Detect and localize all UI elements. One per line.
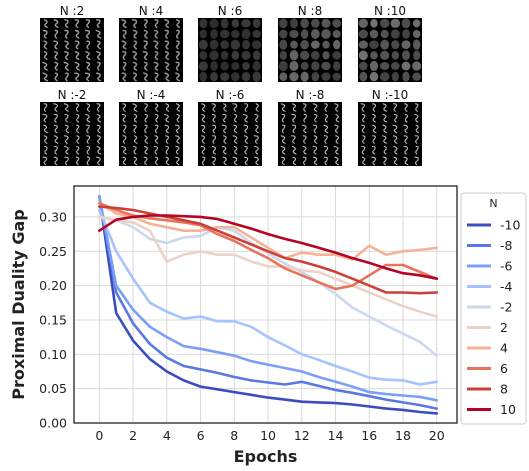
x-tick-label: 10 [260, 428, 276, 443]
y-tick-label: 0.20 [39, 278, 67, 293]
x-tick-label: 0 [95, 428, 103, 443]
legend-title: N [489, 197, 497, 210]
y-tick-label: 0.05 [39, 381, 67, 396]
thumbnail-label: N :-8 [295, 88, 325, 102]
y-tick-label: 0.10 [39, 347, 67, 362]
sample-thumbnail: N :8 [250, 4, 370, 82]
sample-thumbnail: N :-10 [330, 88, 450, 166]
legend-entry-label: -2 [500, 300, 512, 315]
series-line-4 [98, 201, 439, 261]
plot-area-frame [73, 185, 458, 424]
x-axis-title: Epochs [234, 447, 298, 466]
generated-digits-image [278, 18, 342, 82]
generated-digits-image [278, 102, 342, 166]
x-tick-label: 6 [197, 428, 205, 443]
x-tick-label: 16 [361, 428, 377, 443]
thumbnail-label: N :2 [59, 4, 85, 18]
sample-thumbnail: N :4 [91, 4, 211, 82]
thumbnail-label: N :-2 [57, 88, 87, 102]
grid-lines [74, 186, 457, 424]
legend-entry-label: -8 [500, 238, 513, 253]
series-line--8 [98, 194, 439, 410]
y-tick-label: 0.15 [39, 312, 67, 327]
x-tick-label: 20 [429, 428, 445, 443]
legend-entry-label: -4 [500, 279, 513, 294]
thumbnail-label: N :4 [138, 4, 164, 18]
sample-image-grid: N :2 N :4 N :6 N :8 N :10 N :-2 N :-4 N :-6 N :-… [0, 0, 529, 180]
legend: N -10 -8 -6 -4 -2 2 4 6 8 10 [460, 192, 527, 425]
thumbnail-label: N :8 [297, 4, 323, 18]
thumbnail-label: N :6 [217, 4, 243, 18]
legend-entry-label: -6 [500, 259, 513, 274]
x-tick-labels: 0 2 4 6 8 10 12 14 16 18 20 [95, 428, 444, 443]
series-line--10 [98, 194, 439, 415]
sample-thumbnail: N :10 [330, 4, 450, 82]
duality-gap-chart: 0 2 4 6 8 10 12 14 16 18 20 0.000.050.100.150.200.… [9, 185, 527, 466]
legend-entry-label: 2 [500, 320, 508, 335]
sample-thumbnail: N :-4 [91, 88, 211, 166]
thumbnail-label: N :-4 [136, 88, 166, 102]
generated-digits-image [119, 18, 183, 82]
series-line-2 [98, 215, 439, 318]
y-tick-label: 0.00 [39, 416, 67, 431]
thumbnail-label: N :-6 [215, 88, 245, 102]
legend-entry-label: 6 [500, 361, 508, 376]
legend-entry-label: -10 [500, 218, 520, 233]
y-tick-label: 0.30 [39, 209, 67, 224]
legend-entry-label: 10 [500, 402, 516, 417]
sample-thumbnail: N :2 [12, 4, 132, 82]
y-tick-label: 0.25 [39, 244, 67, 259]
sample-thumbnail: N :6 [170, 4, 290, 82]
sample-thumbnail: N :-8 [250, 88, 370, 166]
series-line-6 [98, 201, 439, 291]
legend-box [460, 192, 527, 425]
series-line-10 [98, 214, 439, 280]
generated-digits-image [40, 102, 104, 166]
series-lines [98, 194, 439, 415]
x-tick-label: 2 [129, 428, 137, 443]
thumbnail-label: N :10 [373, 4, 407, 18]
generated-digits-image [40, 18, 104, 82]
x-tick-label: 18 [395, 428, 411, 443]
generated-digits-image [358, 18, 422, 82]
y-axis-title: Proximal Duality Gap [9, 209, 28, 399]
generated-digits-image [198, 102, 262, 166]
x-tick-label: 4 [163, 428, 171, 443]
series-line--4 [98, 208, 439, 386]
legend-entry-label: 8 [500, 382, 508, 397]
sample-thumbnail: N :-2 [12, 88, 132, 166]
x-tick-label: 14 [328, 428, 344, 443]
sample-thumbnail: N :-6 [170, 88, 290, 166]
generated-digits-image [119, 102, 183, 166]
generated-digits-image [358, 102, 422, 166]
x-tick-label: 12 [294, 428, 310, 443]
y-tick-labels: 0.00 0.05 0.10 0.15 0.20 0.25 0.30 [39, 209, 67, 430]
legend-entry-label: 4 [500, 341, 508, 356]
x-tick-label: 8 [230, 428, 238, 443]
thumbnail-label: N :-10 [371, 88, 409, 102]
generated-digits-image [198, 18, 262, 82]
series-line--6 [98, 194, 439, 402]
